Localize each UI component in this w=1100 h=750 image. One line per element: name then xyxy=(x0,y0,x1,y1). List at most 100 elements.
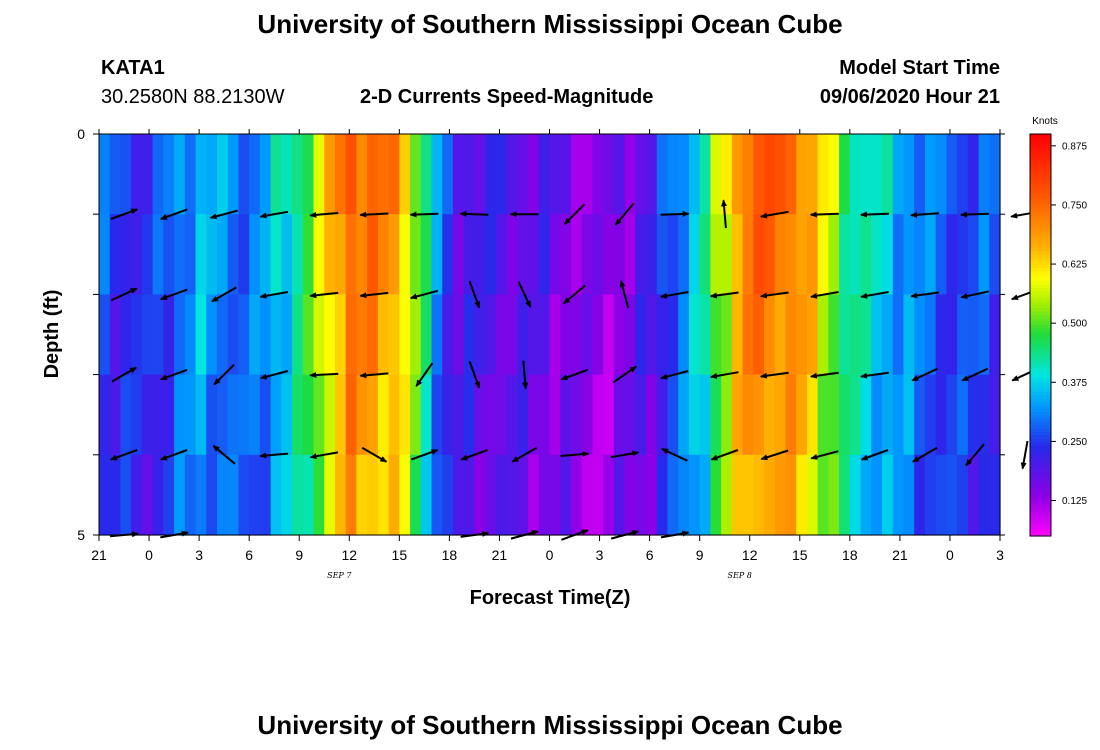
heatmap-cell xyxy=(377,294,390,376)
heatmap-cell xyxy=(806,374,819,456)
heatmap-cell xyxy=(774,214,787,295)
heatmap-cell xyxy=(163,374,175,456)
heatmap-cell xyxy=(624,374,636,456)
heatmap-cell xyxy=(678,454,690,536)
heatmap-cell xyxy=(806,454,819,536)
heatmap-cell xyxy=(828,214,840,295)
current-vector xyxy=(460,449,488,461)
heatmap-cell xyxy=(646,134,658,215)
heatmap-cell xyxy=(570,374,583,456)
colorbar-swatch xyxy=(1030,365,1051,370)
colorbar-swatch xyxy=(1030,492,1051,497)
heatmap-cell xyxy=(892,214,905,295)
heatmap-cell xyxy=(334,454,347,536)
current-vector xyxy=(1020,440,1029,470)
heatmap-cell xyxy=(678,294,690,376)
x-tick-label: 12 xyxy=(341,547,357,563)
current-vector xyxy=(809,371,839,379)
heatmap-cell xyxy=(184,214,197,295)
colorbar-swatch xyxy=(1030,472,1051,477)
heatmap-cell xyxy=(131,134,143,215)
model-start-value: 09/06/2020 Hour 21 xyxy=(819,86,1000,108)
colorbar-swatch xyxy=(1030,157,1051,162)
x-axis-ticks: 21 0 3 6 9 12 15 18 21 0 3 6 9 12 15 18 21 0 3 xyxy=(91,129,1004,563)
heatmap-cell xyxy=(967,454,980,536)
heatmap-cell xyxy=(603,294,615,376)
heatmap-cell xyxy=(238,214,250,295)
colorbar-swatch xyxy=(1030,321,1051,326)
heatmap-cell xyxy=(109,454,122,536)
heatmap-cell xyxy=(581,294,594,376)
heatmap-cell xyxy=(474,374,486,456)
heatmap-cell xyxy=(978,454,990,536)
heatmap-cell xyxy=(731,294,744,376)
current-vector xyxy=(960,211,990,218)
current-vector xyxy=(213,363,235,386)
current-vector xyxy=(259,370,288,380)
heatmap-cell xyxy=(356,374,368,456)
colorbar-swatch xyxy=(1030,499,1051,504)
heatmap-cell xyxy=(410,134,422,215)
heatmap-cell xyxy=(849,134,862,215)
x-tick-label: 21 xyxy=(892,547,908,563)
colorbar-swatch xyxy=(1030,355,1051,360)
heatmap-cell xyxy=(174,454,186,536)
heatmap-cell xyxy=(313,214,325,295)
colorbar-swatch xyxy=(1030,257,1051,262)
x-tick-label: 0 xyxy=(946,547,954,563)
heatmap-cell xyxy=(656,374,669,456)
heatmap-cell xyxy=(281,454,293,536)
heatmap-cell xyxy=(152,214,164,295)
heatmap-cell xyxy=(871,214,883,295)
colorbar-swatch xyxy=(1030,180,1051,185)
current-vector xyxy=(810,450,839,460)
heatmap-cell xyxy=(635,134,647,215)
heatmap-cell xyxy=(603,134,615,215)
heatmap-cell xyxy=(538,374,551,456)
heatmap-cell xyxy=(174,374,186,456)
current-vector xyxy=(468,280,481,309)
station-name: KATA1 xyxy=(101,57,165,79)
heatmap-cell xyxy=(99,454,111,536)
colorbar-swatch xyxy=(1030,358,1051,363)
heatmap-cell xyxy=(410,214,422,295)
heatmap-cell xyxy=(452,134,465,215)
colorbar-gradient xyxy=(1030,134,1051,537)
heatmap-cell xyxy=(99,214,111,295)
heatmap-cell xyxy=(259,454,272,536)
x-axis-label: Forecast Time(Z) xyxy=(470,587,631,609)
heatmap-cell xyxy=(774,454,787,536)
heatmap-cell xyxy=(839,374,851,456)
heatmap-cell xyxy=(259,374,272,456)
heatmap-cell xyxy=(731,374,744,456)
colorbar-swatch xyxy=(1030,184,1051,189)
heatmap-cell xyxy=(903,374,915,456)
colorbar-swatch xyxy=(1030,418,1051,423)
current-vector xyxy=(760,449,789,461)
heatmap-cell xyxy=(388,134,400,215)
heatmap-cell xyxy=(989,214,1001,295)
date-labels: SEP 7 SEP 8 xyxy=(327,571,752,580)
x-tick-label: 15 xyxy=(392,547,408,563)
heatmap-cell xyxy=(549,294,561,376)
heatmap-cell xyxy=(495,374,508,456)
heatmap-cell xyxy=(324,294,336,376)
heatmap-cell xyxy=(431,214,443,295)
colorbar-swatch xyxy=(1030,532,1051,537)
heatmap-cell xyxy=(517,214,529,295)
colorbar-swatch xyxy=(1030,375,1051,380)
colorbar-swatch xyxy=(1030,462,1051,467)
colorbar-swatch xyxy=(1030,247,1051,252)
heatmap-cell xyxy=(420,454,433,536)
colorbar-frame xyxy=(1029,133,1052,537)
heatmap-cell xyxy=(281,134,293,215)
heatmap-cells xyxy=(99,134,1001,536)
heatmap-cell xyxy=(410,374,422,456)
heatmap-cell xyxy=(721,214,733,295)
colorbar: Knots 0.875 0.750 0.625 0.500 0.375 0.250 0.12… xyxy=(1029,116,1087,537)
heatmap-cell xyxy=(227,374,240,456)
current-vector xyxy=(660,370,689,380)
heatmap-cell xyxy=(892,294,905,376)
heatmap-cell xyxy=(635,214,647,295)
heatmap-cell xyxy=(989,374,1001,456)
